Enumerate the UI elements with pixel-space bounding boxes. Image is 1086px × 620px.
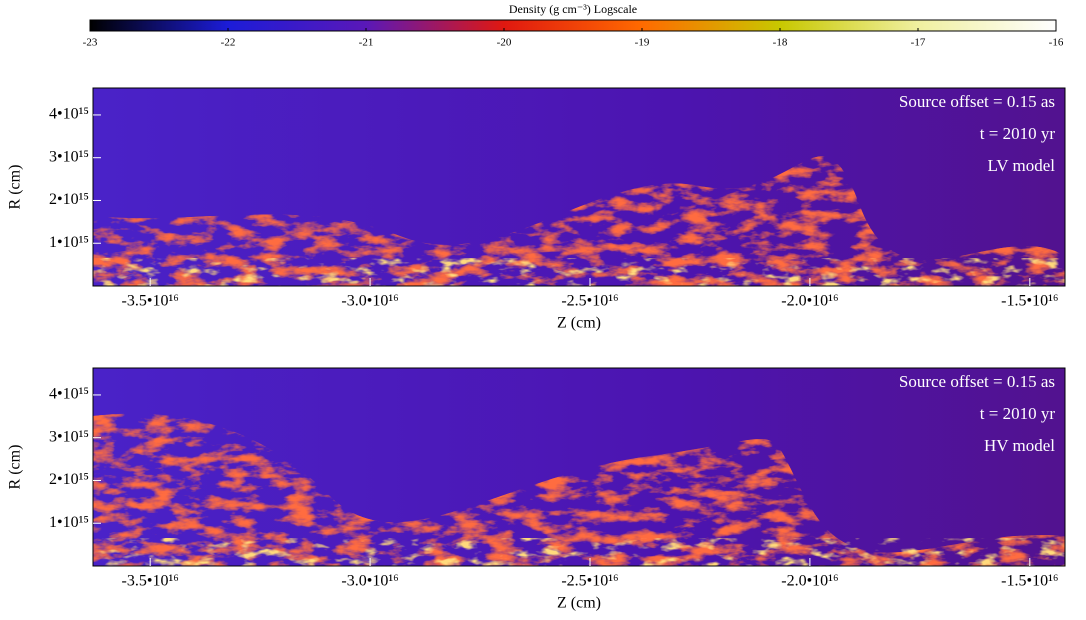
annotation: HV model [984,436,1055,455]
y-tick-label: 1•10¹⁵ [49,234,89,251]
y-axis-label: R (cm) [7,165,24,210]
colorbar-tick-label: -18 [773,37,788,49]
x-tick-label: -2.5•10¹⁶ [561,293,618,310]
x-axis-label: Z (cm) [557,315,601,332]
y-tick-label: 2•10¹⁵ [49,471,89,488]
x-tick-label: -2.0•10¹⁶ [781,293,838,310]
x-tick-label: -3.5•10¹⁶ [122,573,179,590]
colorbar [89,19,1057,32]
colorbar-title: Density (g cm⁻³) Logscale [509,2,637,16]
x-tick-label: -2.5•10¹⁶ [561,573,618,590]
x-tick-label: -2.0•10¹⁶ [781,573,838,590]
colorbar-tick-label: -17 [911,37,926,49]
y-tick-label: 4•10¹⁵ [49,106,89,123]
x-tick-label: -3.5•10¹⁶ [122,293,179,310]
density-image [93,368,1065,566]
colorbar-tick-label: -19 [635,37,650,49]
y-tick-label: 2•10¹⁵ [49,191,89,208]
heatmap-panel: -3.5•10¹⁶ -3.0•10¹⁶ -2.5•10¹⁶ -2.0•10¹⁶ -1.5… [7,87,1066,332]
plot-frame [92,87,1066,287]
y-tick-label: 4•10¹⁵ [49,386,89,403]
annotation: t = 2010 yr [980,404,1056,423]
heatmap-panel: -3.5•10¹⁶ -3.0•10¹⁶ -2.5•10¹⁶ -2.0•10¹⁶ -1.5… [7,367,1066,612]
x-tick-label: -1.5•10¹⁶ [1001,573,1058,590]
colorbar-tick-label: -20 [497,37,512,49]
x-tick-label: -3.0•10¹⁶ [341,573,398,590]
colorbar-tick-label: -21 [359,37,374,49]
x-axis-label: Z (cm) [557,595,601,612]
y-tick-label: 3•10¹⁵ [49,428,89,445]
annotation: t = 2010 yr [980,124,1056,143]
y-axis-label: R (cm) [7,445,24,490]
annotation: Source offset = 0.15 as [899,92,1055,111]
y-tick-label: 1•10¹⁵ [49,514,89,531]
colorbar-tick-label: -23 [83,37,98,49]
annotation: LV model [987,156,1055,175]
annotation: Source offset = 0.15 as [899,372,1055,391]
plot-frame [92,367,1066,567]
x-tick-label: -1.5•10¹⁶ [1001,293,1058,310]
x-tick-label: -3.0•10¹⁶ [341,293,398,310]
y-tick-label: 3•10¹⁵ [49,148,89,165]
density-image [93,88,1065,286]
colorbar-tick-label: -16 [1049,37,1064,49]
colorbar-tick-label: -22 [221,37,236,49]
